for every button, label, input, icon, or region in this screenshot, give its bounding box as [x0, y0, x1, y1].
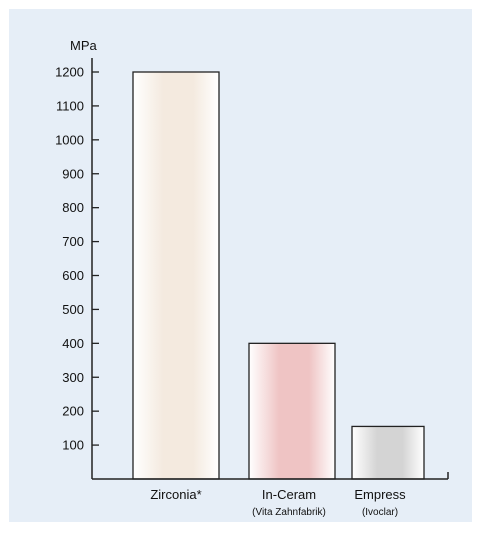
y-tick-label: 400	[62, 336, 84, 351]
y-axis-unit-label: MPa	[70, 38, 98, 53]
y-tick-label: 500	[62, 302, 84, 317]
x-category-sublabel: (Vita Zahnfabrik)	[252, 507, 326, 518]
x-category-label: Zirconia*	[150, 487, 201, 502]
y-tick-label: 1100	[56, 98, 84, 113]
y-tick-label: 900	[62, 166, 84, 181]
y-tick-label: 100	[62, 438, 84, 453]
y-tick-label: 1200	[55, 65, 84, 80]
x-category-label: Empress	[354, 487, 406, 502]
axes-group	[91, 58, 449, 480]
y-tick-label: 600	[62, 268, 84, 283]
x-category-sublabel: (Ivoclar)	[362, 507, 398, 518]
y-tick-label: 300	[62, 370, 84, 385]
y-tick-label: 200	[62, 404, 84, 419]
bar-zirconia	[132, 71, 220, 480]
bar-empress	[351, 425, 425, 480]
y-tick-label: 700	[62, 234, 84, 249]
y-tick-label: 1000	[55, 132, 84, 147]
bars-group	[132, 71, 425, 480]
x-category-label: In-Ceram	[262, 487, 316, 502]
y-ticks-group: 100 200 300 400 500 600 700 800 900 1000 1100 1200	[55, 65, 99, 453]
y-tick-label: 800	[62, 200, 84, 215]
bar-in-ceram	[248, 342, 336, 480]
category-labels-group: Zirconia* In-Ceram (Vita Zahnfabrik) Empres…	[150, 487, 406, 518]
